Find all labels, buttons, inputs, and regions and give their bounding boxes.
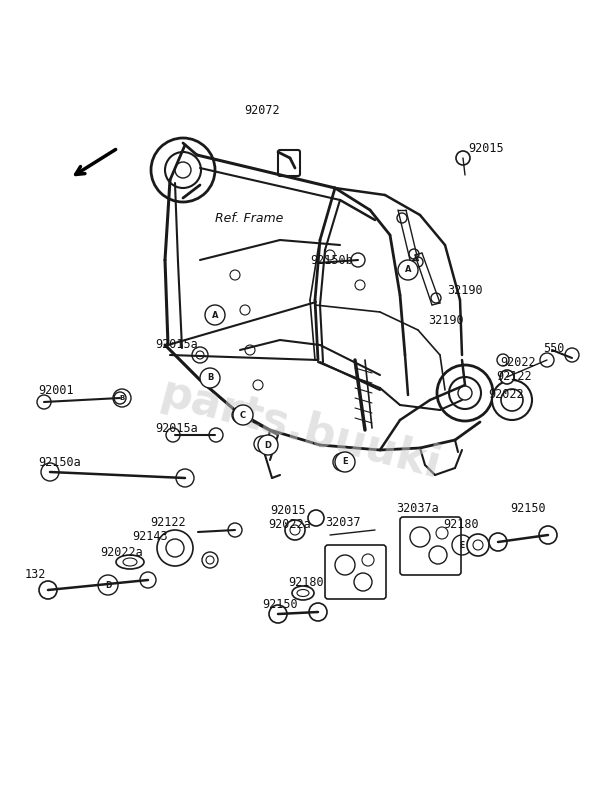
Circle shape xyxy=(209,428,223,442)
Circle shape xyxy=(41,463,59,481)
FancyBboxPatch shape xyxy=(278,150,300,176)
Text: 92143: 92143 xyxy=(132,531,167,543)
Text: 92001: 92001 xyxy=(38,384,74,396)
Text: 92150a: 92150a xyxy=(38,455,81,469)
Circle shape xyxy=(333,453,351,471)
Circle shape xyxy=(489,533,507,551)
Circle shape xyxy=(39,581,57,599)
Circle shape xyxy=(467,534,489,556)
Circle shape xyxy=(325,250,335,260)
Text: 92022: 92022 xyxy=(500,356,536,368)
Circle shape xyxy=(166,428,180,442)
Circle shape xyxy=(232,407,248,423)
Circle shape xyxy=(140,572,156,588)
Circle shape xyxy=(202,552,218,568)
Circle shape xyxy=(253,380,263,390)
Circle shape xyxy=(500,370,514,384)
Circle shape xyxy=(157,530,193,566)
Text: E: E xyxy=(460,541,464,550)
Text: B: B xyxy=(119,395,125,401)
Text: 32190: 32190 xyxy=(447,283,482,297)
Circle shape xyxy=(254,436,270,452)
Circle shape xyxy=(398,260,418,280)
Circle shape xyxy=(233,405,253,425)
Circle shape xyxy=(309,603,327,621)
Circle shape xyxy=(201,369,219,387)
Circle shape xyxy=(456,151,470,165)
Text: 92015: 92015 xyxy=(270,503,305,517)
Circle shape xyxy=(497,354,509,366)
Circle shape xyxy=(492,380,532,420)
Text: 92150b: 92150b xyxy=(310,254,353,266)
Circle shape xyxy=(205,305,225,325)
FancyBboxPatch shape xyxy=(400,517,461,575)
Text: 32190: 32190 xyxy=(428,313,464,327)
Text: A: A xyxy=(212,311,218,319)
Text: D: D xyxy=(105,580,111,590)
Circle shape xyxy=(351,253,365,267)
Circle shape xyxy=(308,510,324,526)
Circle shape xyxy=(258,435,278,455)
Text: 32037a: 32037a xyxy=(396,502,439,514)
Circle shape xyxy=(228,523,242,537)
Text: 92015a: 92015a xyxy=(155,338,198,352)
Circle shape xyxy=(245,345,255,355)
Text: Ref. Frame: Ref. Frame xyxy=(215,211,283,225)
Text: 92022a: 92022a xyxy=(100,546,143,558)
Circle shape xyxy=(200,368,220,388)
Text: 92180: 92180 xyxy=(288,575,323,589)
Text: C: C xyxy=(240,411,246,419)
Text: 32037: 32037 xyxy=(325,516,361,528)
Text: A: A xyxy=(405,265,411,275)
Circle shape xyxy=(114,392,126,404)
Text: 132: 132 xyxy=(25,568,46,582)
Circle shape xyxy=(400,262,416,278)
Circle shape xyxy=(285,520,305,540)
Ellipse shape xyxy=(292,586,314,600)
Circle shape xyxy=(176,469,194,487)
Circle shape xyxy=(539,526,557,544)
Text: 92015: 92015 xyxy=(468,141,503,155)
FancyBboxPatch shape xyxy=(325,545,386,599)
Ellipse shape xyxy=(116,555,144,569)
Circle shape xyxy=(397,213,407,223)
Circle shape xyxy=(37,395,51,409)
Text: B: B xyxy=(207,374,213,382)
Text: 92150: 92150 xyxy=(262,598,298,612)
Text: E: E xyxy=(342,458,348,466)
Text: 92180: 92180 xyxy=(443,517,479,531)
Text: 92015a: 92015a xyxy=(155,422,198,435)
Text: 92022: 92022 xyxy=(488,388,524,400)
Circle shape xyxy=(409,249,419,259)
Text: 92072: 92072 xyxy=(244,104,280,116)
Circle shape xyxy=(240,305,250,315)
Circle shape xyxy=(230,270,240,280)
Text: 92122: 92122 xyxy=(496,370,532,382)
Text: 92150: 92150 xyxy=(510,502,545,514)
Circle shape xyxy=(206,306,224,324)
Circle shape xyxy=(355,280,365,290)
Circle shape xyxy=(565,348,579,362)
Circle shape xyxy=(192,347,208,363)
Circle shape xyxy=(269,605,287,623)
Circle shape xyxy=(335,452,355,472)
Text: parts.buuki: parts.buuki xyxy=(155,372,445,488)
Circle shape xyxy=(540,353,554,367)
Text: D: D xyxy=(265,440,271,450)
Text: 92022a: 92022a xyxy=(268,519,311,531)
Text: 92122: 92122 xyxy=(150,516,185,528)
Text: 550: 550 xyxy=(543,341,565,355)
